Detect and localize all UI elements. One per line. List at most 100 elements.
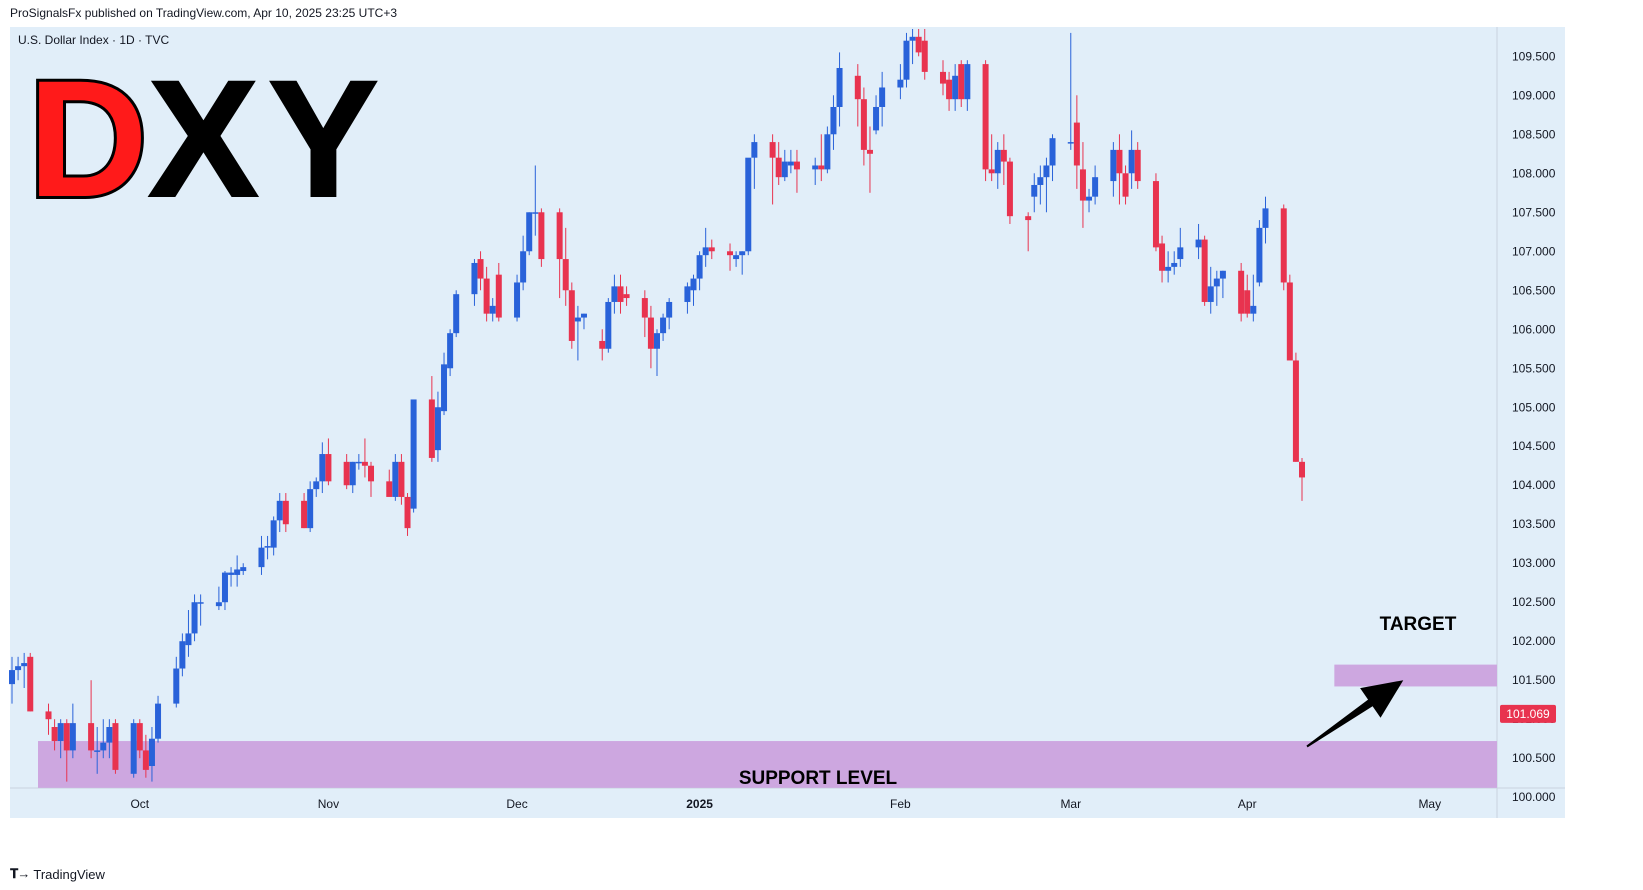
candle [514,274,521,322]
candle-body [1299,461,1305,478]
candle-body [873,106,880,131]
candle-body [57,723,64,742]
footer: 𝐓→ TradingView [10,866,105,882]
candle-body [349,461,356,486]
candle-body [447,333,454,369]
candle [221,571,228,611]
candle [1067,32,1074,150]
candle-body [9,670,15,685]
candle [1092,165,1099,205]
candle-body [130,723,137,774]
candle [355,454,362,470]
candle-body [1292,360,1299,462]
candle [368,461,375,497]
y-tick-label: 104.500 [1512,439,1556,453]
y-tick-label: 105.500 [1512,361,1556,375]
candle-body [824,134,831,170]
candle-body [866,149,873,154]
candle [751,134,758,189]
candle-body [392,461,399,497]
candle-body [836,67,843,107]
candle-body [1165,266,1172,271]
candle [1177,227,1184,267]
candle-body [27,656,34,712]
support-zone [38,741,1497,788]
candle [307,481,314,533]
candle [1128,130,1135,189]
candle [654,329,660,377]
candle [532,165,539,236]
candle [282,493,289,533]
candle [185,610,192,657]
candle-body [441,364,448,412]
y-tick-label: 108.500 [1512,127,1556,141]
candle-body [1079,169,1086,201]
candle [489,298,496,322]
candle-body [148,738,155,767]
candle [191,594,198,642]
candle [319,442,326,494]
candle [860,87,867,166]
candle [1171,251,1178,275]
candle [854,64,861,127]
x-tick-label: Dec [506,797,527,811]
candle-body [781,161,788,178]
candle-body [142,750,149,770]
candle-body [368,465,375,482]
candle-body [264,546,271,548]
candle-body [946,79,953,100]
candle [148,727,155,782]
candle [994,142,1001,189]
candle-body [1244,290,1251,314]
candle-body [879,87,886,107]
footer-brand[interactable]: TradingView [33,866,105,882]
candle [112,719,119,774]
candle-body [1067,142,1074,144]
candle [982,60,989,182]
x-tick-label: May [1418,797,1441,811]
candle-body [489,305,496,314]
candle [228,567,235,587]
y-tick-label: 109.000 [1512,88,1556,102]
candle [1037,165,1044,205]
candle [666,298,673,330]
big-title-letter: D [28,47,148,232]
y-tick-label: 109.500 [1512,49,1556,63]
candle [939,60,946,96]
candle-body [234,569,241,575]
y-tick-label: 108.000 [1512,166,1556,180]
candle [903,32,910,88]
candle-body [556,212,563,260]
candle-body [1110,149,1117,182]
candle-body [532,212,539,214]
candle-body [787,161,794,166]
candle [526,212,533,256]
candle [1213,270,1220,306]
candle-body [221,572,228,603]
x-tick-label: Oct [130,797,149,811]
candle-body [21,663,28,667]
candle [787,149,794,174]
y-tick-label: 100.000 [1512,790,1556,804]
candle-body [812,165,819,170]
candle-body [1122,173,1129,197]
candle-body [155,703,162,739]
candle [1122,165,1129,205]
candle [301,493,308,529]
candle [1006,157,1013,224]
target-label: TARGET [1380,614,1457,635]
candle-body [477,259,484,279]
candle-body [611,286,618,302]
candle-body [434,407,441,451]
candle-body [526,212,533,252]
candle [51,719,58,751]
candle-body [94,750,101,752]
publisher-header: ProSignalsFx published on TradingView.co… [10,6,398,20]
candle [781,149,788,182]
candle [696,251,703,291]
candle [270,516,277,556]
candle [45,703,52,735]
candle-body [313,481,320,490]
candle-body [580,313,587,318]
